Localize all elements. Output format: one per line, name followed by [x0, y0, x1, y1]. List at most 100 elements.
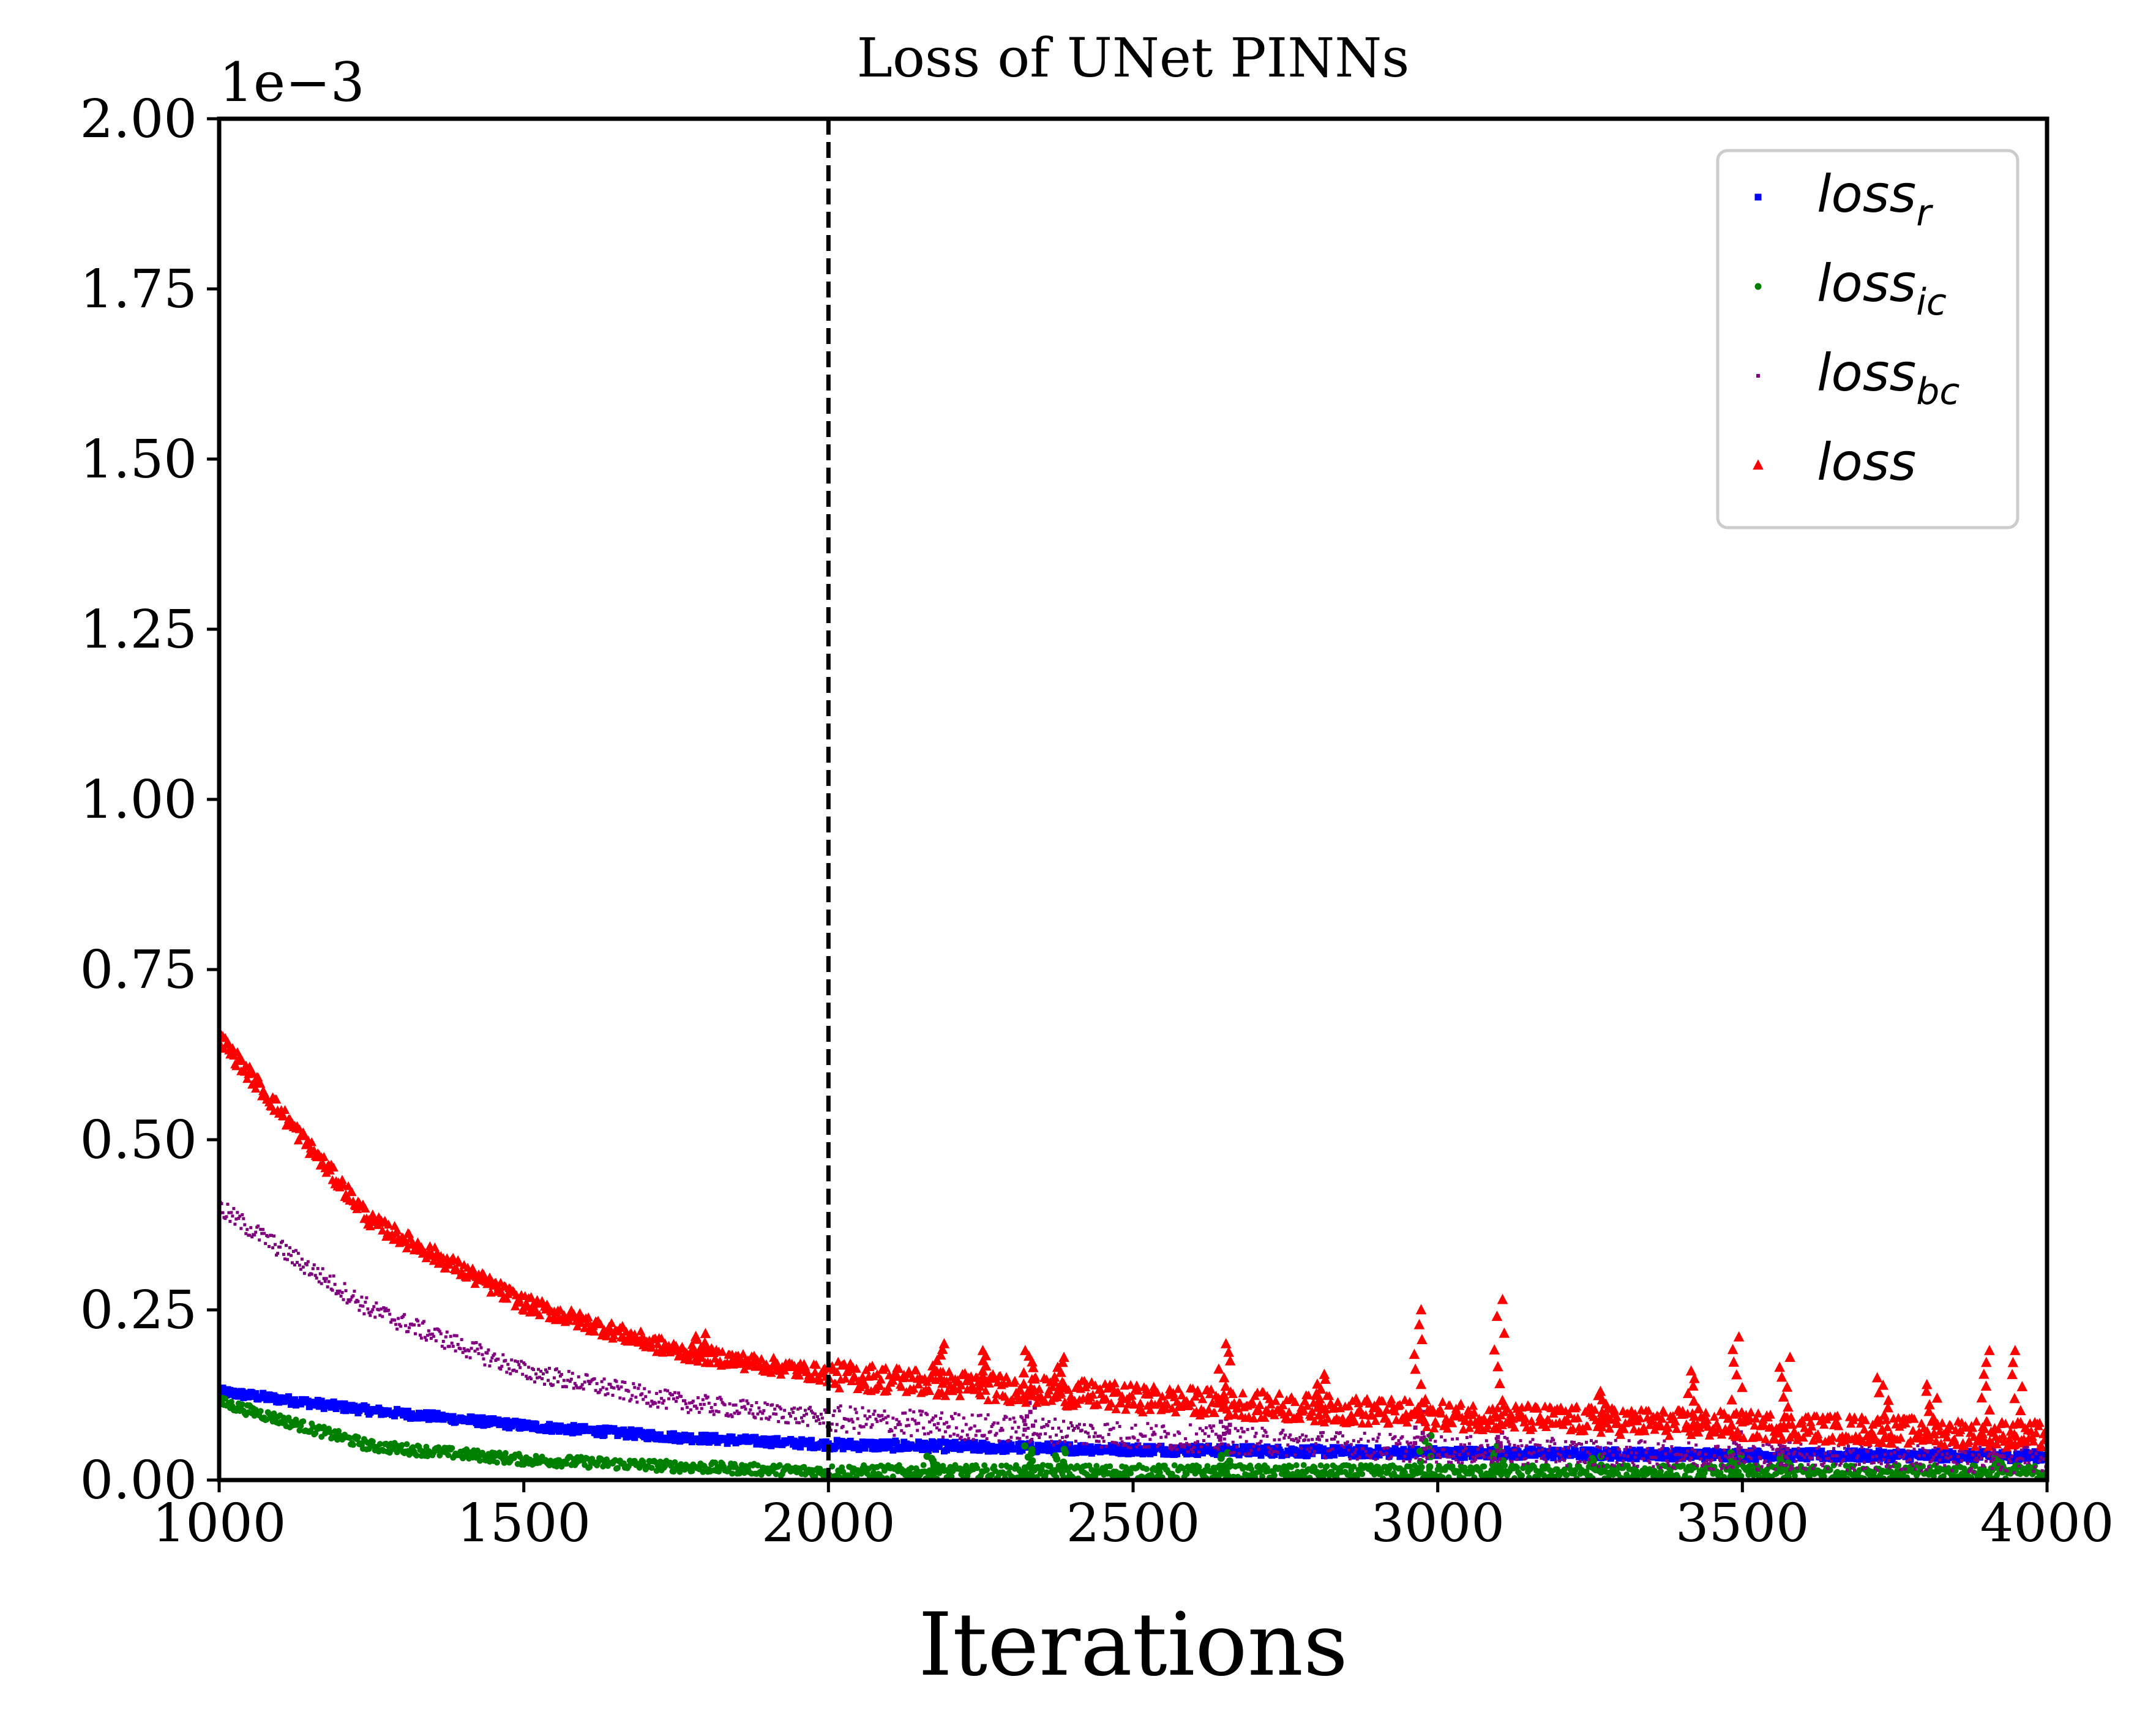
data-point — [1682, 1457, 1686, 1461]
data-point — [1196, 1464, 1202, 1470]
data-point — [478, 1343, 482, 1347]
data-point — [383, 1309, 387, 1313]
data-point — [960, 1429, 964, 1433]
spike-point — [1777, 1452, 1782, 1457]
data-point — [1281, 1429, 1285, 1432]
data-point — [1075, 1424, 1079, 1428]
spike-point — [1218, 1437, 1222, 1442]
data-point — [1044, 1432, 1047, 1435]
data-point — [1888, 1456, 1896, 1464]
data-point — [416, 1319, 419, 1323]
data-point — [945, 1421, 948, 1424]
spike-point — [1495, 1439, 1500, 1444]
data-point — [1697, 1452, 1701, 1456]
data-point — [1359, 1471, 1366, 1478]
data-point — [1799, 1455, 1806, 1462]
data-point — [1465, 1436, 1469, 1440]
data-point — [1536, 1443, 1540, 1447]
data-point — [1815, 1446, 1819, 1450]
data-point — [861, 1406, 864, 1410]
data-point — [611, 1393, 615, 1397]
data-point — [1548, 1445, 1552, 1448]
spike-point — [1736, 1447, 1741, 1452]
data-point — [1437, 1452, 1441, 1456]
data-point — [1659, 1466, 1663, 1470]
data-point — [1334, 1431, 1338, 1435]
data-point — [557, 1370, 561, 1374]
data-point — [299, 1268, 302, 1271]
data-point — [1862, 1460, 1866, 1464]
data-point — [1008, 1441, 1015, 1448]
data-point — [947, 1425, 951, 1429]
data-point — [956, 1434, 959, 1437]
data-point — [295, 1261, 299, 1265]
data-point — [1542, 1454, 1546, 1457]
data-point — [1701, 1464, 1704, 1468]
data-point — [327, 1429, 334, 1435]
data-point — [1292, 1446, 1299, 1454]
data-point — [1156, 1469, 1163, 1476]
data-point — [1352, 1439, 1355, 1443]
data-point — [1409, 1441, 1413, 1445]
data-point — [1849, 1451, 1853, 1454]
data-point — [935, 1426, 939, 1430]
data-point — [1008, 1418, 1012, 1421]
data-point — [801, 1419, 805, 1423]
data-point — [1298, 1435, 1302, 1439]
data-point — [991, 1423, 995, 1426]
spike-point — [1031, 1423, 1036, 1428]
data-point — [1550, 1454, 1557, 1462]
data-point — [361, 1203, 370, 1213]
data-point — [1512, 1452, 1519, 1459]
spike-point — [1489, 1468, 1497, 1476]
data-point — [360, 1295, 364, 1299]
data-point — [1968, 1448, 1975, 1455]
data-point — [512, 1368, 516, 1372]
data-point — [1207, 1434, 1210, 1438]
data-point — [585, 1374, 589, 1377]
data-point — [440, 1344, 444, 1348]
data-point — [1071, 1429, 1075, 1432]
data-point — [1564, 1440, 1568, 1443]
data-point — [1699, 1457, 1703, 1460]
data-point — [1716, 1445, 1720, 1448]
data-point — [1642, 1465, 1649, 1471]
data-point — [558, 1374, 562, 1378]
data-point — [249, 1389, 256, 1396]
data-point — [223, 1037, 233, 1046]
data-point — [880, 1414, 884, 1418]
data-point — [1493, 1457, 1497, 1461]
data-point — [981, 1446, 988, 1453]
spike-point — [1787, 1439, 1792, 1444]
data-point — [1055, 1445, 1063, 1452]
data-point — [1620, 1464, 1623, 1467]
data-point — [711, 1409, 714, 1413]
data-point — [976, 1447, 983, 1454]
data-point — [1311, 1438, 1314, 1441]
data-point — [1285, 1454, 1289, 1457]
data-point — [476, 1418, 484, 1426]
data-point — [618, 1321, 627, 1330]
data-point — [507, 1367, 511, 1370]
data-point — [364, 1300, 367, 1304]
data-point — [728, 1402, 732, 1406]
data-point — [756, 1412, 760, 1416]
data-point — [1771, 1447, 1775, 1451]
data-point — [807, 1437, 815, 1444]
data-point — [1826, 1467, 1830, 1470]
data-point — [844, 1443, 852, 1451]
data-point — [1655, 1462, 1659, 1466]
data-point — [241, 1213, 244, 1217]
data-point — [1046, 1424, 1050, 1427]
data-point — [1731, 1465, 1734, 1469]
data-point — [1792, 1452, 1795, 1456]
data-point — [1544, 1460, 1548, 1464]
data-point — [1395, 1447, 1402, 1454]
data-point — [904, 1411, 907, 1415]
data-point — [1040, 1426, 1044, 1429]
data-point — [2023, 1461, 2027, 1465]
data-point — [454, 1349, 457, 1353]
data-point — [986, 1413, 990, 1416]
data-point — [369, 1314, 372, 1317]
data-point — [706, 1395, 709, 1399]
